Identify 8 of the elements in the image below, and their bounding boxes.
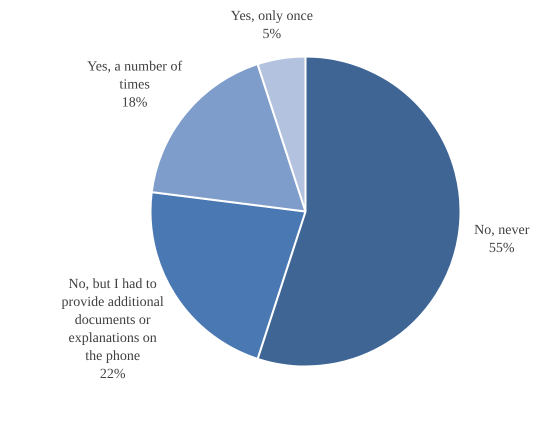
slice-label: No, but I had to provide additional documents or explanations on the phone <box>62 276 164 364</box>
data-label: 5% <box>262 26 282 42</box>
data-label: 22% <box>100 366 126 382</box>
data-label: 55% <box>488 240 515 256</box>
slice-label: Yes, only once <box>230 8 313 24</box>
data-label: 18% <box>122 96 148 111</box>
slice-label: Yes, a number of times <box>87 60 182 93</box>
slice-label: No, never <box>474 222 530 238</box>
